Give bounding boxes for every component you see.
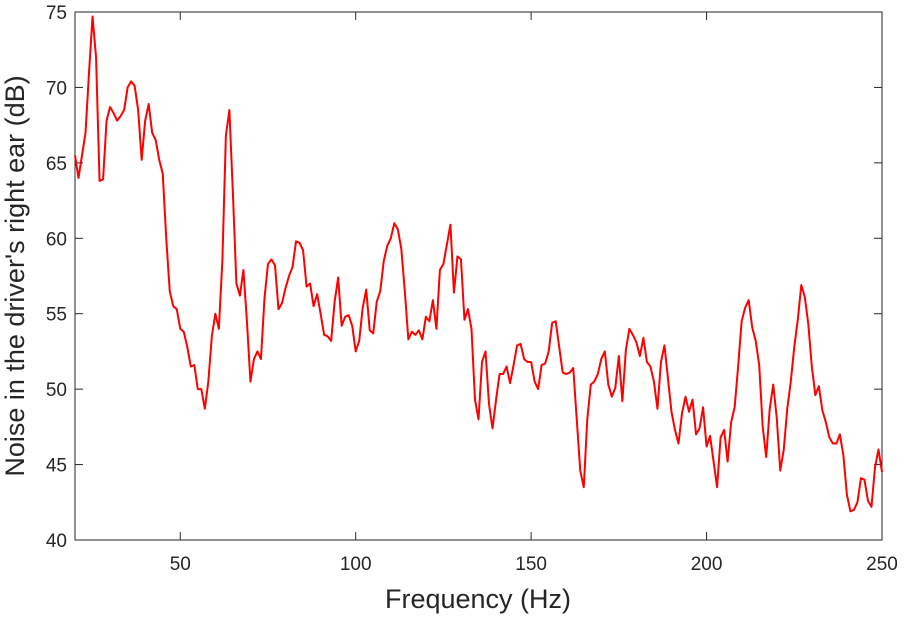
- x-tick-label: 100: [340, 554, 372, 575]
- x-tick-label: 150: [515, 554, 547, 575]
- y-tick-label: 65: [46, 154, 67, 175]
- x-tick-label: 50: [170, 554, 191, 575]
- plot-frame: [74, 11, 883, 541]
- x-tick-label: 250: [866, 554, 898, 575]
- y-tick-label: 40: [46, 531, 67, 552]
- y-axis-label: Noise in the driver's right ear (dB): [0, 75, 30, 476]
- x-tick-label: 200: [691, 554, 723, 575]
- y-tick-label: 55: [46, 305, 67, 326]
- y-tick-label: 70: [46, 78, 67, 99]
- x-axis-label: Frequency (Hz): [385, 584, 571, 614]
- y-tick-label: 50: [46, 380, 67, 401]
- y-tick-label: 75: [46, 3, 67, 24]
- y-tick-label: 60: [46, 229, 67, 250]
- y-tick-label: 45: [46, 456, 67, 477]
- data-line: [74, 15, 883, 513]
